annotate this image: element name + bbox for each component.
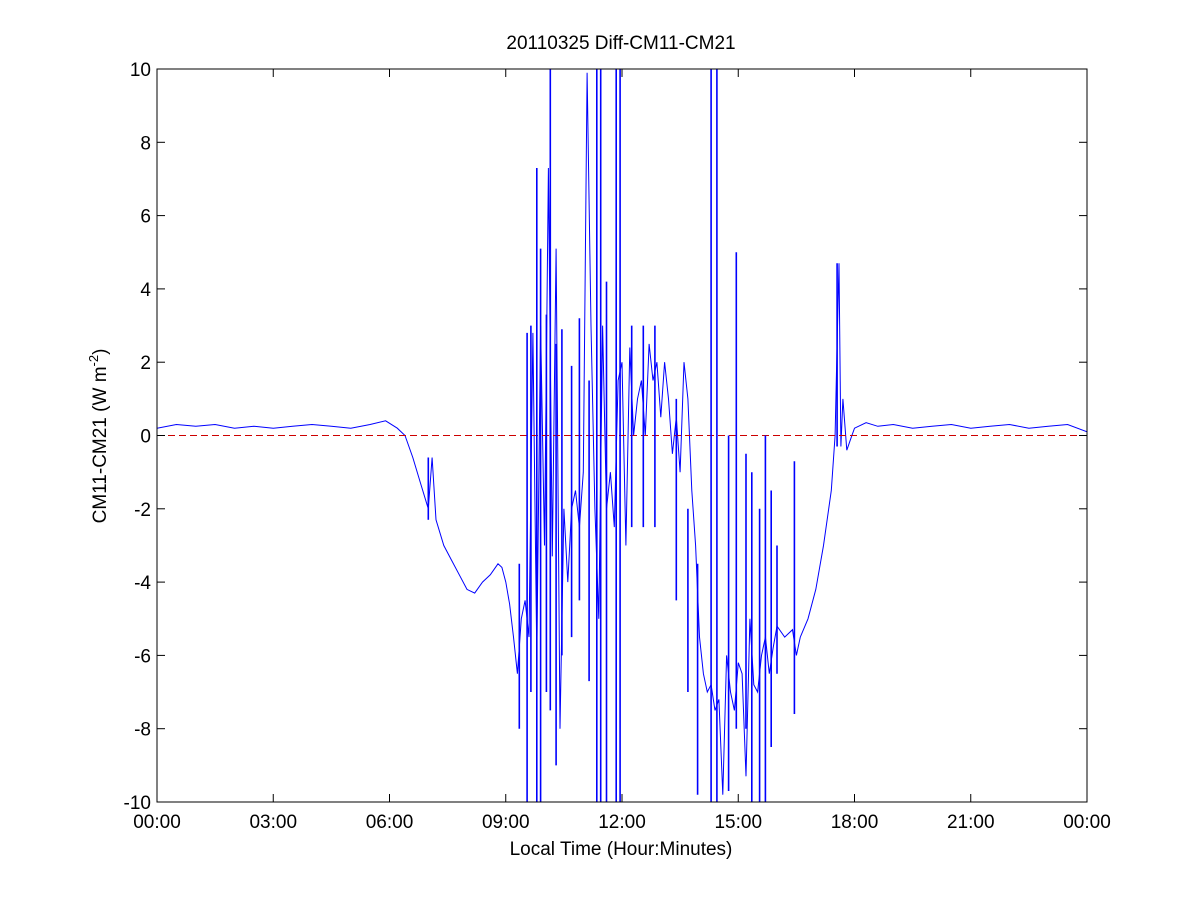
y-tick-label: 10 [130,60,151,81]
y-tick-label: -8 [134,720,151,741]
x-tick-label: 21:00 [947,812,995,833]
x-tick-label: 00:00 [1063,812,1111,833]
x-tick-label: 03:00 [249,812,297,833]
y-axis-label-superscript: -2 [86,355,101,367]
y-tick-label: 2 [140,353,151,374]
data-layer [157,69,1087,802]
axis-ticks: 00:00 03:00 06:00 09:00 12:00 15:00 18:00 21:00… [124,60,1111,833]
y-tick-label: -10 [124,793,151,814]
y-axis-label: CM11-CM21 (W m-2) [86,349,111,524]
y-tick-label: -4 [134,573,151,594]
x-tick-label: 00:00 [133,812,181,833]
x-tick-label: 09:00 [482,812,530,833]
y-axis-label-main: CM11-CM21 (W m [90,366,111,523]
y-tick-label: 0 [140,427,151,448]
x-tick-label: 06:00 [366,812,414,833]
x-axis-label: Local Time (Hour:Minutes) [510,839,733,860]
y-tick-label: 4 [140,280,151,301]
y-axis-label-close: ) [90,349,111,355]
y-tick-label: -2 [134,500,151,521]
x-tick-label: 15:00 [714,812,762,833]
x-tick-label: 18:00 [831,812,879,833]
y-tick-label: 6 [140,207,151,228]
y-tick-label: 8 [140,133,151,154]
chart-title: 20110325 Diff-CM11-CM21 [506,33,735,54]
y-tick-label: -6 [134,646,151,667]
series-line-diff [157,72,1087,795]
x-tick-label: 12:00 [598,812,646,833]
